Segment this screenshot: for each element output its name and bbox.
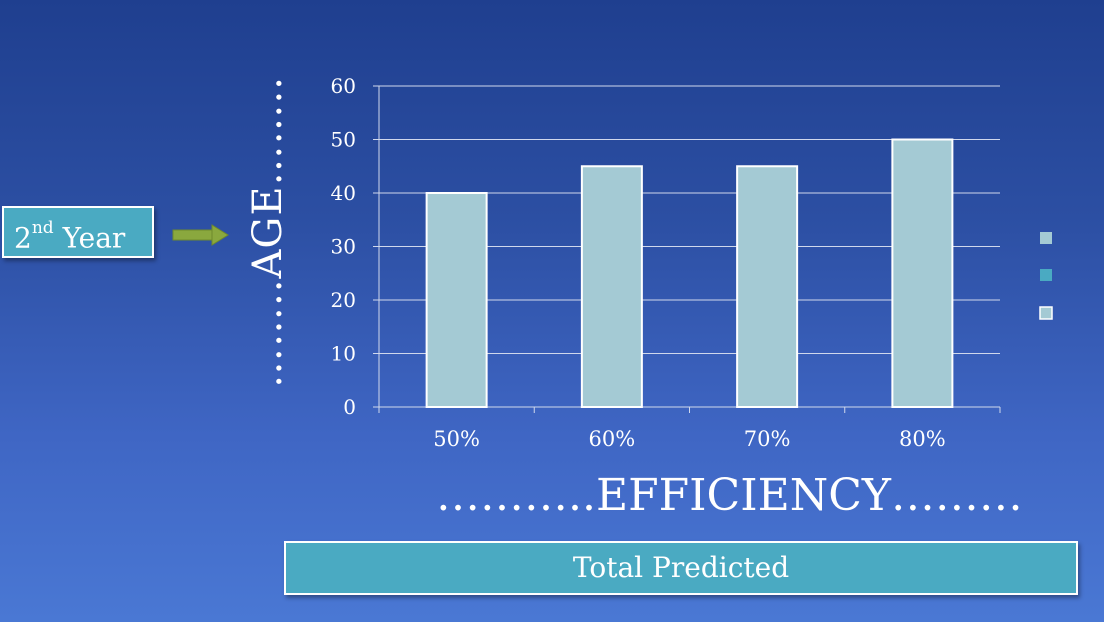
- arrow-right-icon: [172, 224, 229, 246]
- y-tick-label: 0: [343, 395, 356, 419]
- total-predicted-box: Total Predicted: [284, 541, 1078, 595]
- bar: [891, 138, 954, 408]
- legend-swatch: [1039, 306, 1053, 320]
- y-tick-label: 20: [331, 288, 356, 312]
- x-tick-label: 80%: [899, 427, 946, 451]
- year-badge: 2nd Year: [2, 206, 154, 258]
- x-axis-label: ………..EFFICIENCY………: [436, 470, 1023, 521]
- bar: [580, 165, 643, 408]
- bar: [425, 192, 488, 408]
- badge-rest: Year: [53, 221, 126, 255]
- y-tick-label: 40: [331, 181, 356, 205]
- y-tick-label: 30: [331, 235, 356, 259]
- bar-chart: 0 10 20 30 40 50 60 50% 60% 70% 80%: [331, 74, 1053, 451]
- badge-number: 2: [14, 221, 32, 255]
- x-tick-label: 60%: [589, 427, 636, 451]
- bar: [736, 165, 799, 408]
- y-tick-label: 60: [331, 74, 356, 98]
- y-tick-label: 50: [331, 128, 356, 152]
- legend-swatch: [1040, 232, 1052, 244]
- badge-superscript: nd: [31, 218, 54, 238]
- legend-swatch: [1040, 269, 1052, 281]
- y-tick-label: 10: [331, 342, 356, 366]
- x-tick-label: 70%: [744, 427, 791, 451]
- x-tick-label: 50%: [433, 427, 480, 451]
